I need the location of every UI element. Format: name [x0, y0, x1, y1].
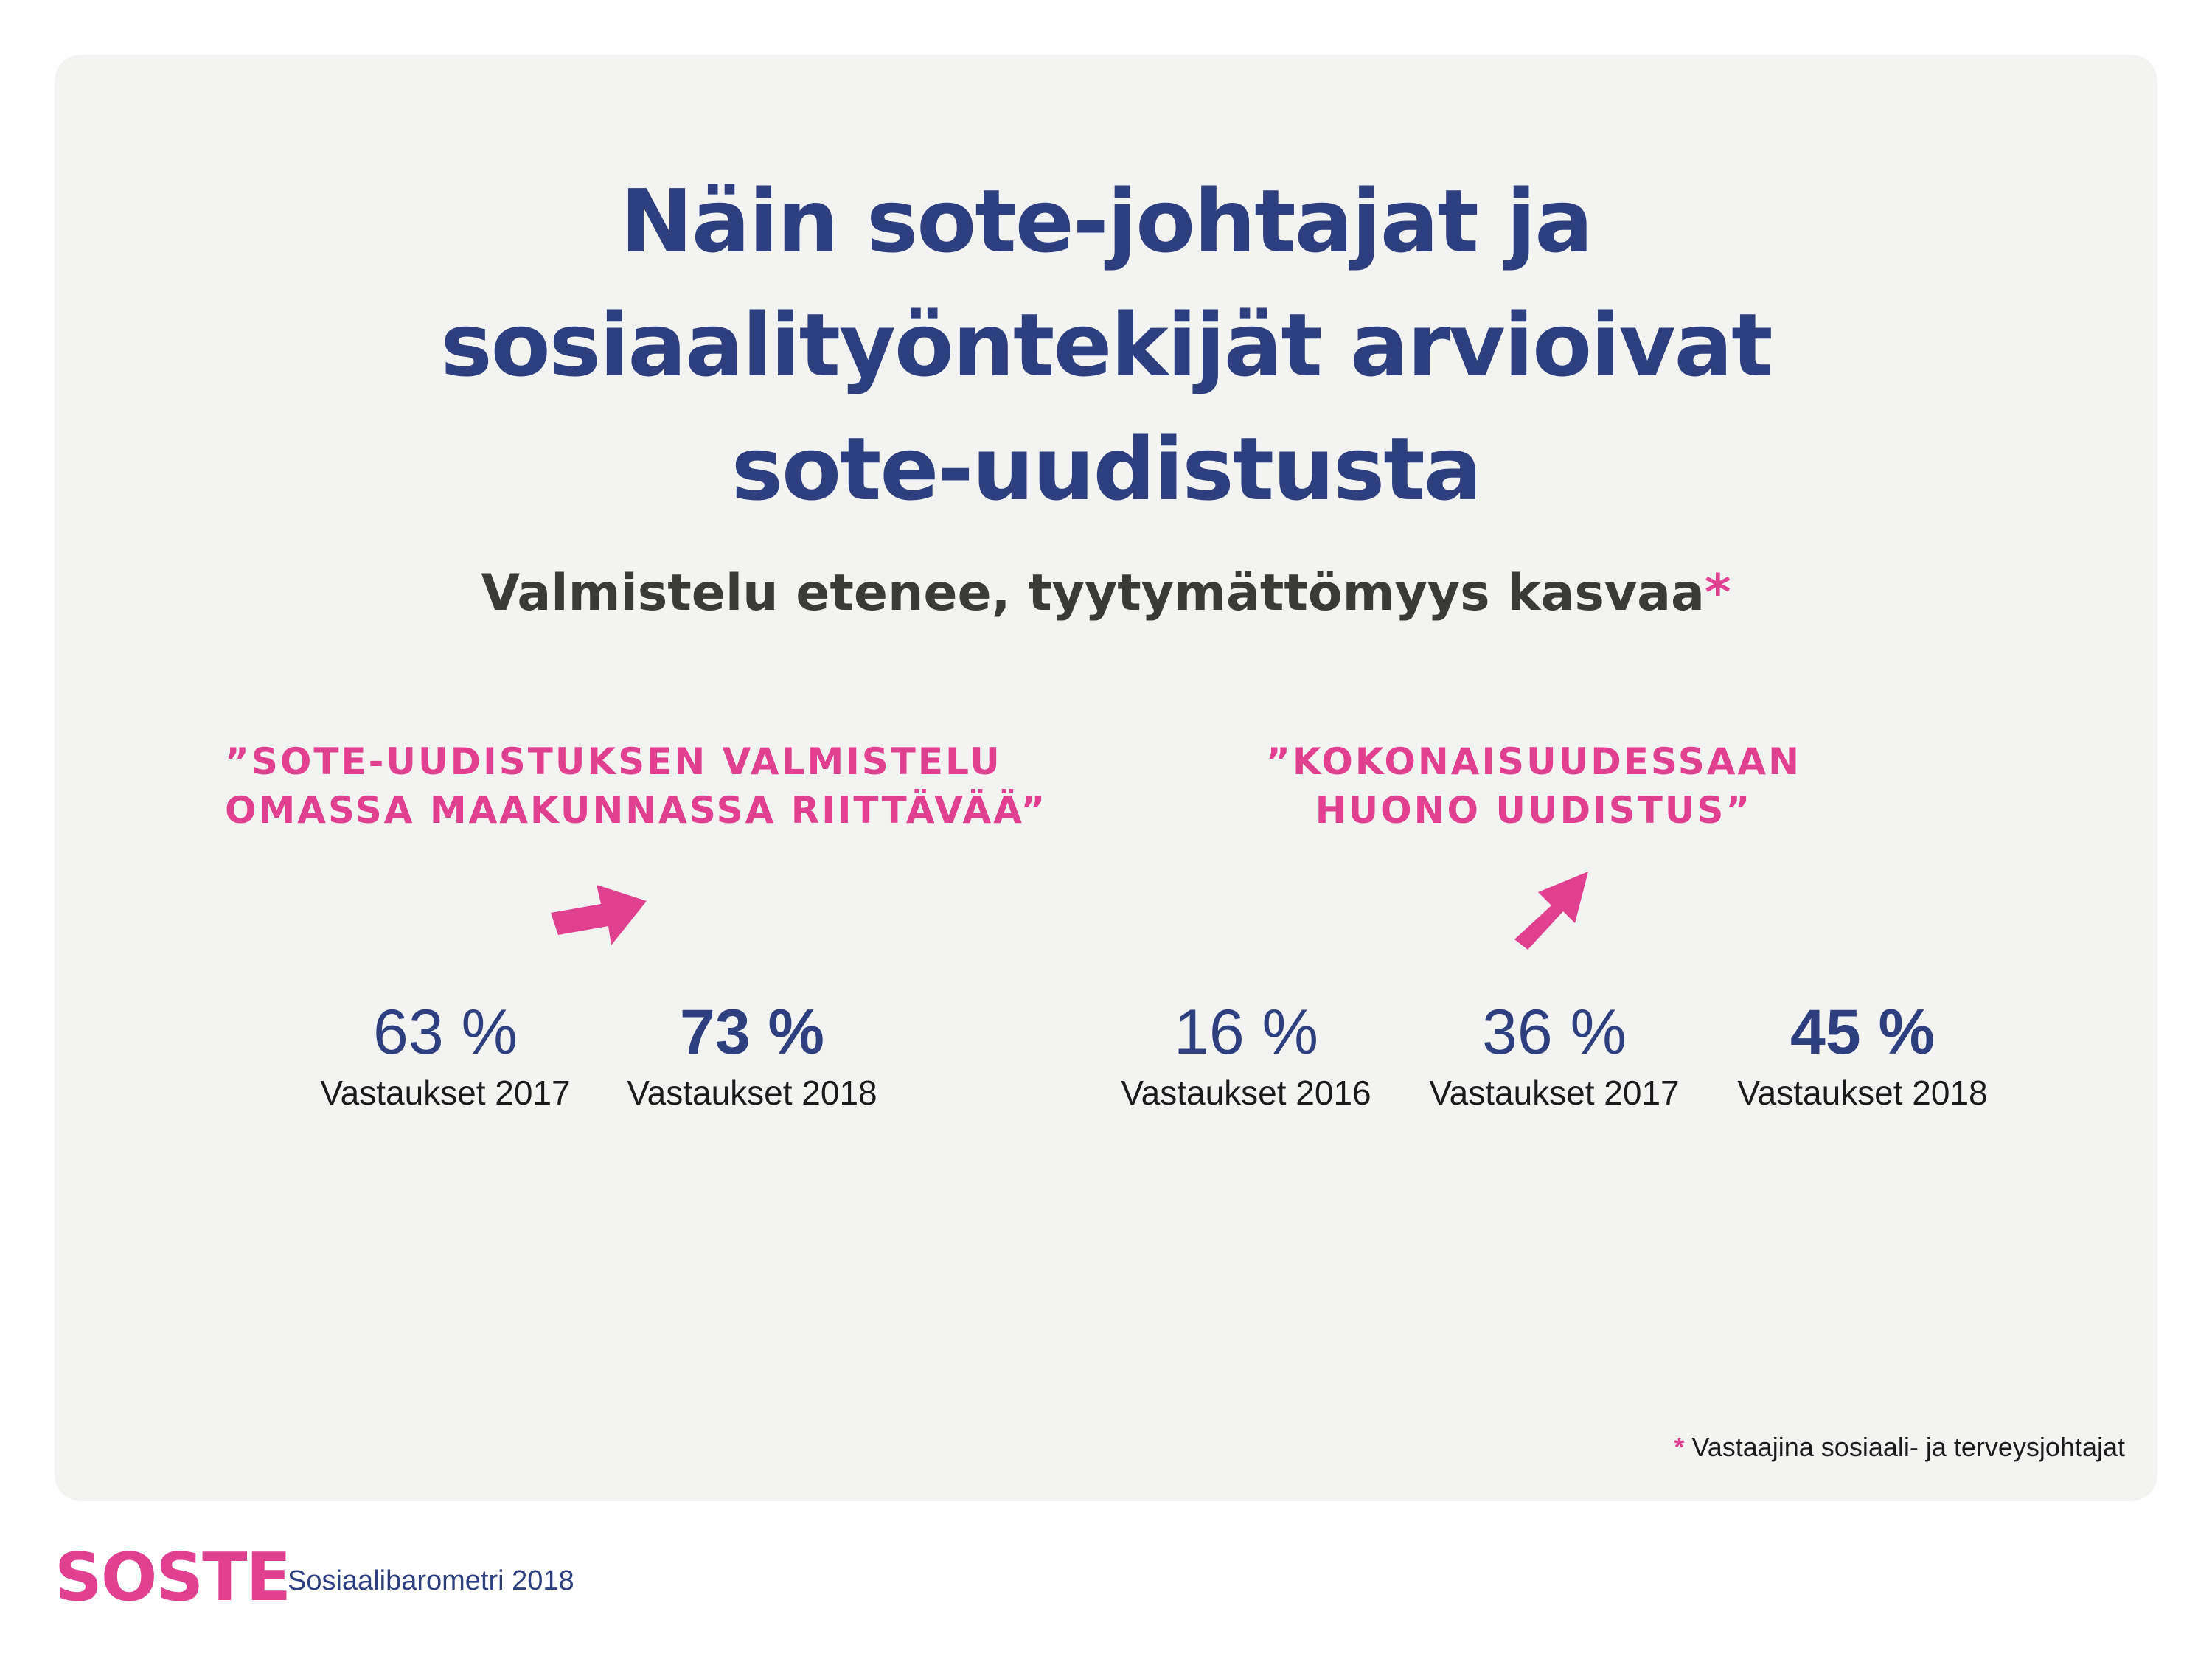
footnote-asterisk: *	[1674, 1432, 1685, 1462]
content-panel	[55, 55, 2157, 1501]
stat-bad-reform-2017: 36 % Vastaukset 2017	[1399, 995, 1709, 1115]
stat-value: 63 %	[372, 997, 518, 1068]
stat-bad-reform-2018: 45 % Vastaukset 2018	[1708, 995, 2017, 1115]
quote-preparation: ”SOTE-UUDISTUKSEN VALMISTELU OMASSA MAAK…	[225, 737, 1048, 835]
footnote: * Vastaajina sosiaali- ja terveysjohtaja…	[1674, 1430, 2125, 1464]
title-line-3: sote-uudistusta	[731, 418, 1483, 520]
stat-label: Vastaukset 2018	[627, 1074, 877, 1112]
stat-preparation-2018: 73 % Vastaukset 2018	[597, 995, 907, 1115]
stat-bad-reform-2016: 16 % Vastaukset 2016	[1091, 995, 1401, 1115]
subtitle: Valmistelu etenee, tyytymättömyys kasvaa…	[0, 560, 2212, 627]
source-label: Sosiaalibarometri 2018	[288, 1565, 574, 1596]
quote-preparation-line-2: OMASSA MAAKUNNASSA RIITTÄVÄÄ”	[225, 789, 1048, 832]
stat-value: 45 %	[1790, 997, 1935, 1068]
arrow-up-right-icon	[1514, 872, 1588, 950]
quote-preparation-line-1: ”SOTE-UUDISTUKSEN VALMISTELU	[225, 740, 1002, 783]
stat-label: Vastaukset 2016	[1121, 1074, 1371, 1112]
arrow-up-right-icon	[551, 885, 647, 945]
stat-label: Vastaukset 2017	[1429, 1074, 1680, 1112]
title-line-2: sosiaalityöntekijät arvioivat	[440, 294, 1773, 396]
subtitle-asterisk: *	[1704, 564, 1731, 622]
quote-bad-reform-line-2: HUONO UUDISTUS”	[1315, 789, 1753, 832]
stat-preparation-2017: 63 % Vastaukset 2017	[291, 995, 600, 1115]
footnote-text: Vastaajina sosiaali- ja terveysjohtajat	[1684, 1432, 2125, 1462]
quote-bad-reform-line-1: ”KOKONAISUUDESSAAN	[1266, 740, 1801, 783]
soste-logo: SOSTE	[55, 1539, 291, 1616]
title-line-1: Näin sote-johtajat ja	[620, 170, 1593, 272]
stat-value: 16 %	[1173, 997, 1319, 1068]
stat-value: 36 %	[1481, 997, 1627, 1068]
stat-label: Vastaukset 2018	[1737, 1074, 1988, 1112]
stat-label: Vastaukset 2017	[320, 1074, 571, 1112]
quote-bad-reform: ”KOKONAISUUDESSAAN HUONO UUDISTUS”	[1202, 737, 1865, 835]
subtitle-text: Valmistelu etenee, tyytymättömyys kasvaa	[481, 564, 1705, 622]
stat-value: 73 %	[679, 997, 825, 1068]
page-title: Näin sote-johtajat ja sosiaalityöntekijä…	[0, 159, 2212, 531]
